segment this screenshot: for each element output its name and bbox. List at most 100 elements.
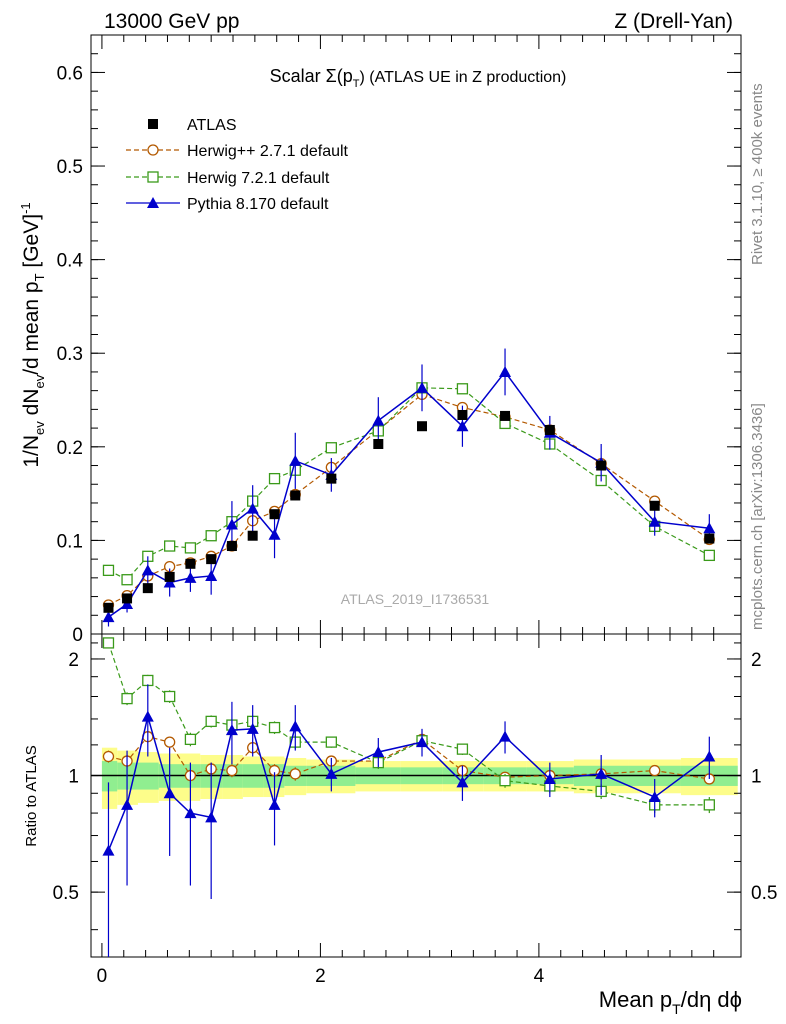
ratio-tick-label: 0.5 (53, 883, 79, 904)
data-point (703, 522, 716, 534)
ratio-tick-label: 2 (68, 650, 79, 671)
ratio-y-ticks: 0.5 0.5 1 1 2 2 (53, 642, 777, 931)
ratio-point (102, 844, 115, 856)
data-point (372, 414, 385, 426)
data-point (456, 420, 469, 432)
ratio-point (648, 791, 661, 803)
data-point (225, 518, 238, 530)
legend: ATLAS Herwig++ 2.7.1 default Herwig 7.2.1 … (126, 117, 349, 213)
legend-label: Herwig 7.2.1 default (187, 170, 330, 187)
data-point (205, 530, 217, 542)
data-point (141, 564, 154, 576)
ratio-point (543, 772, 556, 784)
data-point (325, 442, 337, 454)
ratio-tick-label-right: 2 (751, 650, 762, 671)
data-point (544, 424, 555, 435)
data-point (289, 454, 302, 466)
ratio-tick-label: 1 (68, 767, 79, 788)
x-axis-label: Mean pT/dη dϕ (599, 987, 742, 1017)
header-left: 13000 GeV pp (104, 10, 239, 33)
ratio-point (649, 764, 661, 777)
data-point (648, 515, 661, 527)
ratio-frame (90, 633, 742, 958)
y-tick-label: 0.3 (57, 344, 83, 365)
data-point (103, 602, 114, 613)
y-tick-label: 0.4 (57, 251, 84, 272)
legend-marker (147, 197, 159, 208)
legend-marker (147, 144, 159, 156)
data-point (246, 502, 259, 514)
data-point (226, 541, 237, 552)
x-tick-label: 0 (97, 966, 108, 987)
ratio-point (163, 787, 176, 799)
y-tick-label: 0 (72, 625, 83, 646)
ratio-series-triangle (102, 684, 716, 957)
ratio-point (226, 764, 238, 777)
ratio-panel: 0.5 0.5 1 1 2 2 0 2 4 Ratio to ATLAS Mean pT/dη… (23, 633, 777, 1017)
analysis-watermark: ATLAS_2019_I1736531 (341, 591, 490, 607)
data-point (269, 509, 280, 520)
data-point (206, 554, 217, 565)
data-point (122, 593, 133, 604)
ratio-y-axis-label: Ratio to ATLAS (23, 745, 40, 846)
data-point (416, 381, 429, 393)
data-point (290, 490, 301, 501)
data-point (499, 365, 512, 377)
data-point (417, 421, 428, 432)
legend-label: Herwig++ 2.7.1 default (187, 143, 349, 160)
data-point (373, 439, 384, 450)
data-point (704, 533, 715, 544)
legend-marker (147, 171, 159, 183)
ratio-point (456, 776, 469, 788)
plot-title: Scalar Σ(pT) (ATLAS UE in Z production) (270, 66, 567, 90)
ratio-point (703, 799, 715, 811)
y-tick-label: 0.1 (57, 531, 83, 552)
main-y-axis-label: 1/Nev dNev/d mean pT [GeV]-1 (18, 202, 47, 467)
mcplots-reference-text: mcplots.cern.ch [arXiv:1306.3436] (749, 403, 766, 630)
ratio-point (456, 743, 469, 755)
x-tick-label: 2 (315, 966, 326, 987)
series-data (103, 409, 715, 613)
y-tick-label: 0.2 (57, 438, 83, 459)
ratio-tick-label-right: 0.5 (751, 883, 777, 904)
ratio-x-ticks: 0 2 4 (97, 634, 715, 987)
ratio-point (121, 692, 133, 705)
data-point (268, 472, 281, 485)
data-point (247, 530, 258, 541)
ratio-tick-label-right: 1 (751, 767, 762, 788)
data-point (205, 569, 218, 581)
ratio-point (268, 721, 281, 734)
data-point (326, 473, 337, 484)
main-panel: 0 0.1 0.2 0.3 0.4 0.5 0.6 Scalar Σ(pT) (ATLAS … (18, 34, 742, 646)
main-y-ticks: 0 0.1 0.2 0.3 0.4 0.5 0.6 (57, 34, 741, 646)
ratio-point (289, 720, 302, 732)
data-point (142, 583, 153, 594)
ratio-point (246, 722, 259, 734)
data-point (596, 460, 607, 471)
ratio-point (141, 710, 154, 722)
legend-label: ATLAS (187, 117, 237, 134)
series-square (102, 382, 715, 586)
data-point (184, 542, 197, 554)
main-series-layer (102, 348, 716, 627)
ratio-point (164, 690, 176, 703)
ratio-point (595, 767, 608, 779)
ratio-point (225, 724, 238, 736)
ratio-uncertainty-bands (101, 747, 738, 809)
ratio-point (184, 733, 197, 746)
ratio-point (372, 746, 385, 758)
legend-marker (148, 119, 158, 129)
ratio-point (102, 750, 115, 763)
series-line (108, 393, 710, 606)
ratio-point (205, 811, 218, 823)
data-point (184, 571, 197, 583)
data-point (121, 598, 134, 610)
data-point (164, 540, 176, 552)
ratio-point (499, 775, 511, 787)
legend-label: Pythia 8.170 default (187, 196, 329, 213)
data-point (102, 564, 115, 577)
data-point (649, 500, 660, 511)
ratio-point (703, 750, 716, 762)
series-triangle (102, 348, 716, 627)
